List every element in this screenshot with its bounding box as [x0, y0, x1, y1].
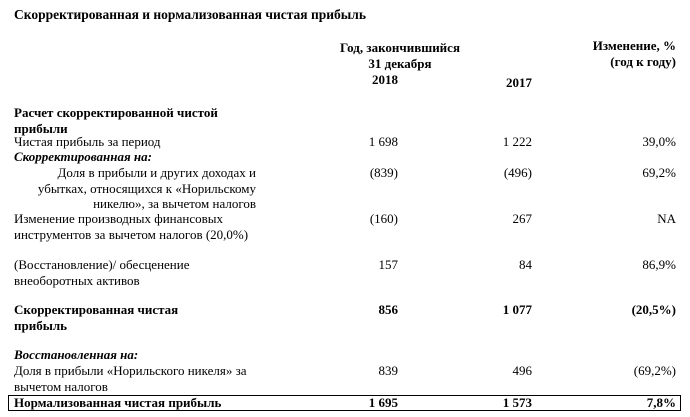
row-value-2017: 1 077 [502, 302, 532, 317]
row-value-2018: (160) [369, 211, 398, 226]
row-change: NA [657, 211, 676, 226]
row-value-2018: (839) [369, 165, 398, 180]
header-change-line1: Изменение, % [592, 38, 676, 53]
subheading-adjusted-for: Скорректированная на: [14, 149, 152, 164]
row-change: 69,2% [642, 165, 676, 180]
header-year-2017: 2017 [506, 75, 532, 90]
row-value-2018: 1 698 [368, 134, 398, 149]
row-label-net-profit: Чистая прибыль за период [14, 134, 161, 149]
row-label-nornickel-share: Доля в прибыли и других доходах и убытка… [37, 165, 256, 211]
header-period-line1: Год, закончившийся [340, 40, 460, 55]
document-title: Скорректированная и нормализованная чист… [14, 7, 367, 22]
row-change: (20,5%) [631, 302, 676, 317]
row-label-normalized-net-profit: Нормализованная чистая прибыль [14, 395, 222, 410]
row-change: 7,8% [646, 395, 676, 410]
row-value-2017: 496 [512, 363, 533, 378]
row-label-impairment: (Восстановление)/ обесценение внеоборотн… [14, 257, 190, 288]
row-value-2018: 856 [378, 302, 399, 317]
subheading-restored-for: Восстановленная на: [14, 347, 139, 362]
row-change: (69,2%) [633, 363, 676, 378]
header-change-line2: (год к году) [610, 54, 676, 69]
row-value-2018: 157 [378, 257, 399, 272]
header-year-2018: 2018 [372, 72, 398, 87]
row-change: 39,0% [642, 134, 676, 149]
row-label-adjusted-net-profit: Скорректированная чистая прибыль [14, 302, 179, 333]
row-label-derivatives: Изменение производных финансовых инструм… [14, 211, 249, 242]
row-value-2017: 267 [512, 211, 533, 226]
row-value-2017: (496) [503, 165, 532, 180]
row-value-2017: 1 222 [502, 134, 532, 149]
header-period-line2: 31 декабря [368, 56, 432, 71]
total-row-border [8, 395, 681, 411]
row-value-2017: 84 [519, 257, 532, 272]
row-change: 86,9% [642, 257, 676, 272]
row-value-2018: 1 695 [368, 395, 398, 410]
row-value-2017: 1 573 [502, 395, 532, 410]
section-heading-adjusted-calc: Расчет скорректированной чистой прибыли [14, 105, 218, 136]
row-label-nornickel-profit-share: Доля в прибыли «Норильского никеля» за в… [14, 363, 247, 394]
row-value-2018: 839 [378, 363, 399, 378]
